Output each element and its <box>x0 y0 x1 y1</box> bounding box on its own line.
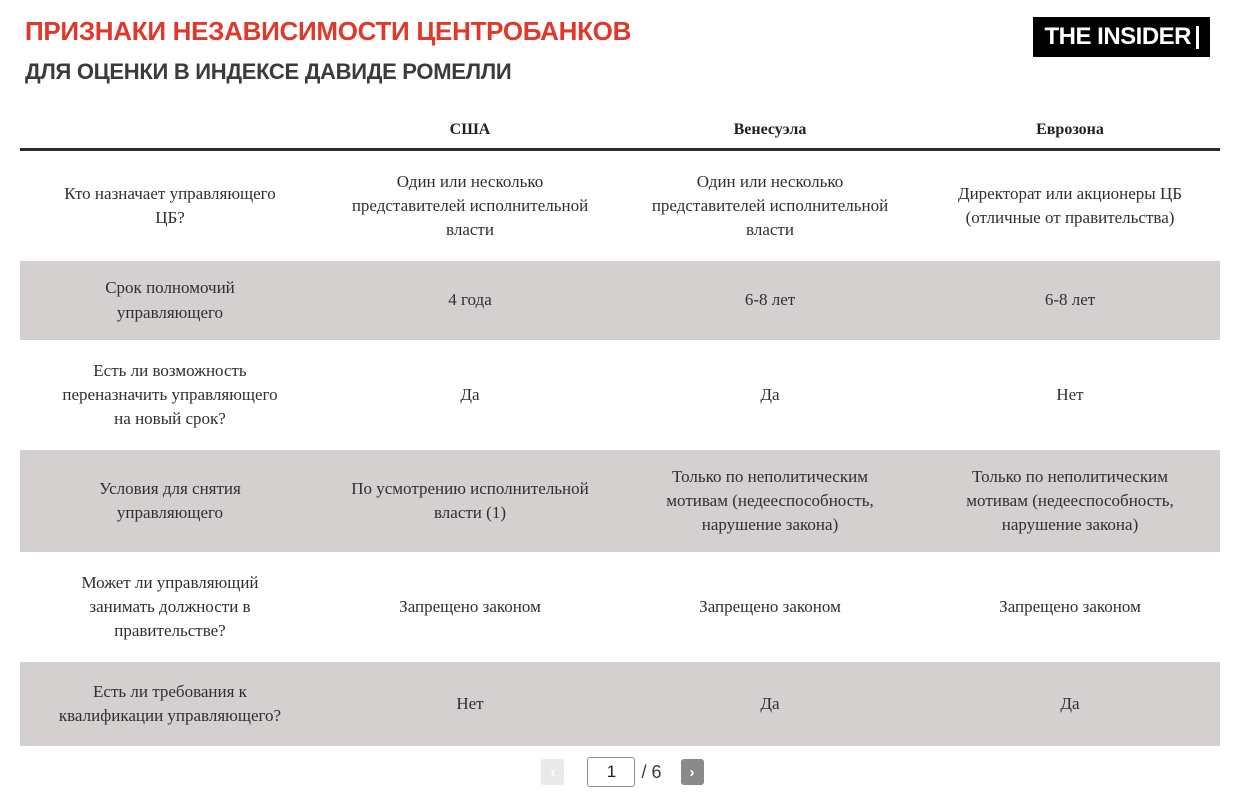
table-cell: Нет <box>1056 384 1084 404</box>
table-cell: Только по неполитическим мотивам (недеес… <box>666 466 874 535</box>
table-row: Срок полномочий управляющего 4 года 6-8 ле… <box>20 261 1220 340</box>
table-row: Кто назначает управляющего ЦБ? Один или н… <box>20 151 1220 261</box>
chevron-left-icon: ‹ <box>550 763 556 781</box>
logo-cursor-icon <box>1196 25 1199 49</box>
brand-logo: THE INSIDER <box>1033 17 1210 57</box>
row-label: Кто назначает управляющего ЦБ? <box>64 183 276 227</box>
table-cell: 4 года <box>448 290 492 310</box>
pagination: ‹ / 6 › <box>0 757 1245 787</box>
table-body: Кто назначает управляющего ЦБ? Один или н… <box>20 151 1220 746</box>
table-header-row: США Венесуэла Еврозона <box>20 111 1220 151</box>
table-cell: Да <box>760 384 780 404</box>
page-title: ПРИЗНАКИ НЕЗАВИСИМОСТИ ЦЕНТРОБАНКОВ <box>25 16 632 46</box>
table-cell: Запрещено законом <box>399 596 541 616</box>
row-label: Есть ли требования к квалификации управл… <box>58 681 282 725</box>
table-cell: Директорат или акционеры ЦБ (отличные от… <box>957 183 1183 227</box>
column-header: Венесуэла <box>733 120 807 138</box>
row-label: Может ли управляющий занимать должности … <box>81 572 259 641</box>
table-cell: Один или несколько представителей исполн… <box>651 171 889 240</box>
brand-logo-text: THE INSIDER <box>1044 23 1191 50</box>
page-number-input[interactable] <box>587 757 636 787</box>
column-header: Еврозона <box>1036 120 1104 138</box>
table-cell: По усмотрению исполнительной власти (1) <box>351 478 589 522</box>
page-header: ПРИЗНАКИ НЕЗАВИСИМОСТИ ЦЕНТРОБАНКОВ ДЛЯ … <box>0 0 1245 85</box>
page-total-label: / 6 <box>641 761 662 782</box>
table-row: Может ли управляющий занимать должности … <box>20 552 1220 662</box>
table-cell: 6-8 лет <box>744 290 796 310</box>
table-row: Есть ли требования к квалификации управл… <box>20 662 1220 746</box>
table-cell: Нет <box>456 693 484 713</box>
table-cell: Да <box>760 693 780 713</box>
table-cell: 6-8 лет <box>1044 290 1096 310</box>
table-row: Условия для снятия управляющего По усмотр… <box>20 450 1220 552</box>
page-subtitle: ДЛЯ ОЦЕНКИ В ИНДЕКСЕ ДАВИДЕ РОМЕЛЛИ <box>25 59 512 84</box>
row-label: Срок полномочий управляющего <box>105 278 235 322</box>
table-cell: Запрещено законом <box>699 596 841 616</box>
table-cell: Только по неполитическим мотивам (недеес… <box>966 466 1174 535</box>
pagination-prev-button[interactable]: ‹ <box>541 759 565 785</box>
table-cell: Один или несколько представителей исполн… <box>351 171 589 240</box>
row-label: Условия для снятия управляющего <box>99 478 241 522</box>
pagination-next-button[interactable]: › <box>680 759 704 785</box>
chevron-right-icon: › <box>689 763 695 781</box>
table-cell: Да <box>1060 693 1080 713</box>
independence-table: США Венесуэла Еврозона Кто назначает управ… <box>20 111 1220 746</box>
table-cell: Запрещено законом <box>999 596 1141 616</box>
table-row: Есть ли возможность переназначить управл… <box>20 340 1220 450</box>
column-header: США <box>449 120 491 138</box>
row-label: Есть ли возможность переназначить управл… <box>62 360 278 429</box>
table-cell: Да <box>460 384 480 404</box>
